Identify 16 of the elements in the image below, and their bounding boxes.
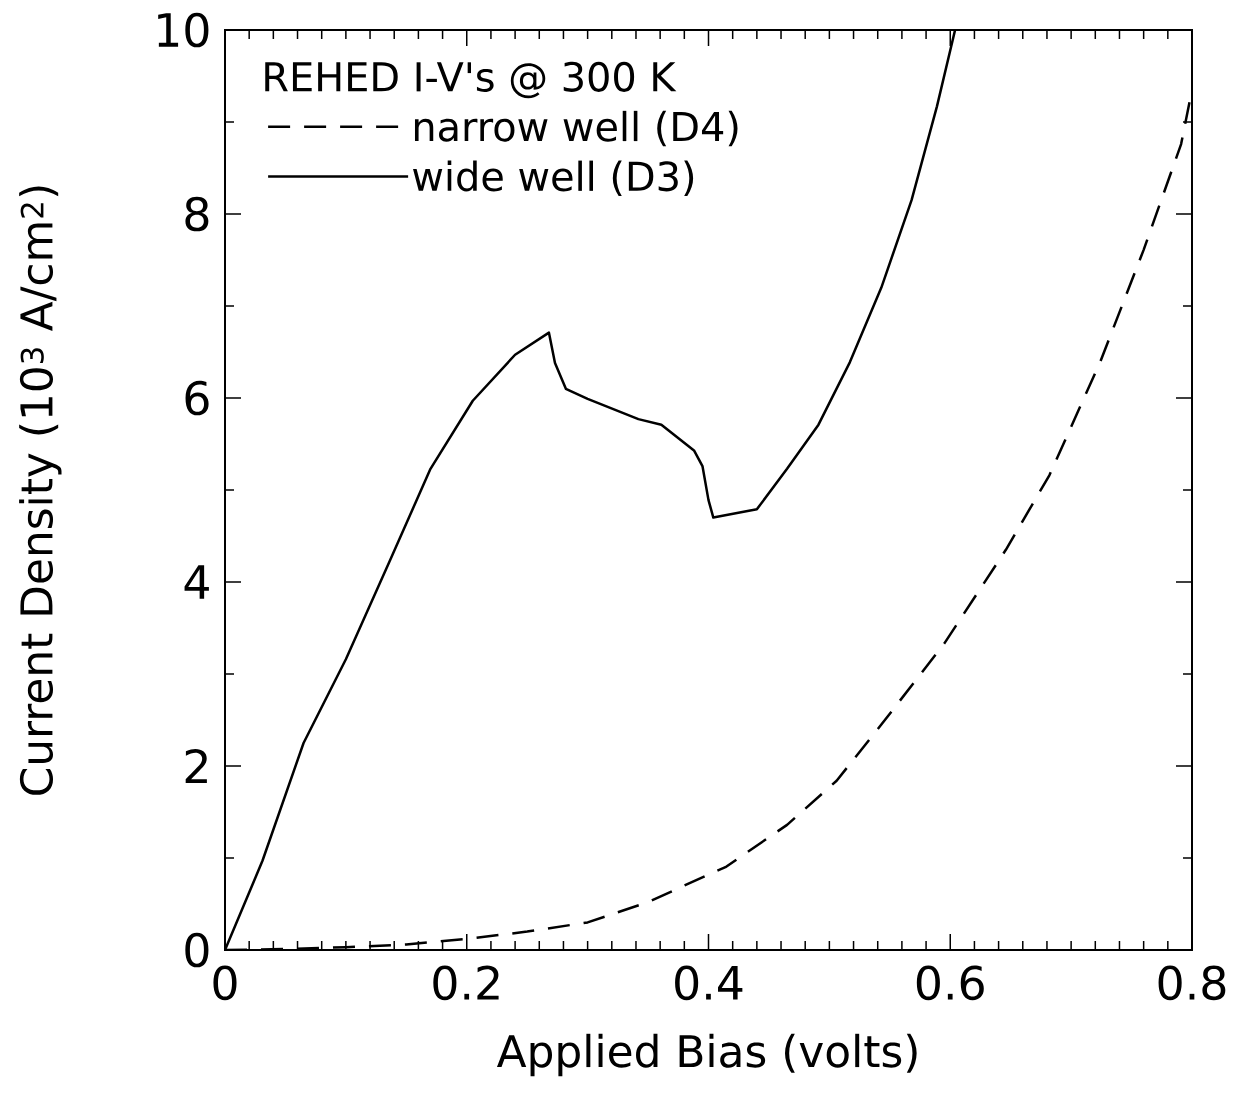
y-tick-label: 10 — [158, 12, 209, 48]
legend-label: wide well (D3) — [413, 160, 694, 197]
y-axis-title: Current Density (10$^{3}$ A/cm$^{2}$) — [19, 186, 62, 795]
x-axis-title: Applied Bias (volts) — [496, 1033, 917, 1077]
x-tick-label: 0.6 — [916, 965, 984, 1001]
y-tick-label: 6 — [185, 380, 209, 416]
x-tick-label: 0 — [213, 965, 237, 1001]
y-tick-label: 0 — [185, 932, 209, 968]
x-tick-label: 0.4 — [675, 965, 743, 1001]
legend-label: narrow well (D4) — [414, 110, 738, 147]
legend-title: REHED I-V's @ 300 K — [265, 61, 677, 99]
y-tick-label: 4 — [184, 565, 209, 599]
y-tick-label: 2 — [185, 748, 207, 783]
x-tick-label: 0.8 — [1158, 965, 1226, 1001]
y-tick-label: 8 — [185, 196, 209, 232]
x-tick-label: 0.2 — [433, 965, 499, 1001]
